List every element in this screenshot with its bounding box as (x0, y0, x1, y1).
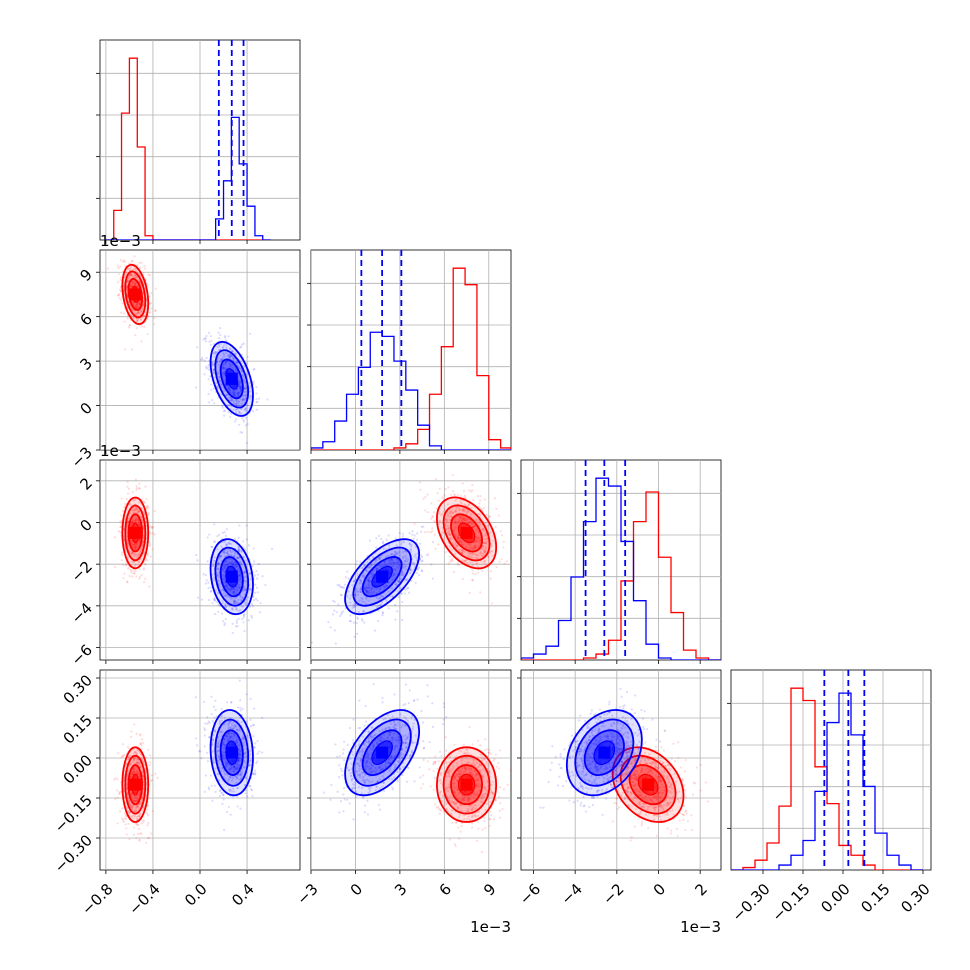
x-tick-label: 2 (691, 880, 710, 899)
panel-frame (310, 249, 512, 451)
y-tick-label: −2 (68, 557, 96, 585)
y-tick-label: 0.15 (60, 711, 96, 747)
x-tick-label: 0.4 (228, 880, 258, 910)
panel-1-0 (96, 249, 301, 454)
y-offset-label: 1e−3 (100, 232, 141, 250)
y-tick-label: 9 (77, 266, 96, 285)
panel-1-1 (307, 249, 512, 454)
y-tick-label: 0 (77, 399, 96, 418)
density-peak (376, 746, 389, 759)
x-tick-label: −0.30 (729, 880, 774, 925)
x-tick-label: 0 (650, 880, 669, 899)
panel-3-1 (307, 669, 512, 874)
histogram-series_b (731, 692, 923, 870)
y-tick-label: −0.15 (51, 791, 96, 836)
y-tick-label: −4 (68, 599, 96, 627)
y-tick-label: 0.30 (60, 671, 96, 707)
y-offset-label: 1e−3 (100, 442, 141, 460)
panel-2-2 (517, 459, 722, 664)
panel-0-0 (96, 39, 301, 244)
x-tick-label: −2 (599, 880, 627, 908)
y-tick-label: 6 (77, 310, 96, 329)
density-peak (642, 778, 655, 791)
x-tick-label: 9 (480, 880, 499, 899)
x-offset-label: 1e−3 (680, 918, 721, 936)
x-tick-label: 0.00 (817, 880, 853, 916)
density-peak (225, 372, 238, 385)
x-tick-label: −0.4 (125, 880, 163, 918)
x-tick-label: −0.15 (769, 880, 814, 925)
x-tick-label: −6 (516, 880, 544, 908)
y-tick-label: −3 (68, 443, 96, 471)
panel-3-2 (517, 669, 722, 874)
x-tick-label: 6 (436, 880, 455, 899)
density-peak (129, 778, 142, 791)
x-tick-label: −4 (558, 880, 586, 908)
density-peak (598, 746, 611, 759)
histogram-series_b (311, 331, 511, 450)
x-tick-label: 0.0 (181, 880, 211, 910)
density-peak (225, 570, 238, 583)
histogram-series_a (731, 687, 923, 870)
y-tick-label: 2 (77, 474, 96, 493)
panel-3-0 (96, 669, 301, 874)
x-tick-label: −3 (293, 880, 321, 908)
y-tick-label: 0 (77, 516, 96, 535)
x-tick-label: −0.8 (78, 880, 116, 918)
density-peak (376, 570, 389, 583)
panel-frame (730, 669, 932, 871)
y-tick-label: 0.00 (60, 751, 96, 787)
x-tick-label: 0 (347, 880, 366, 899)
density-peak (225, 746, 238, 759)
panel-2-1 (307, 459, 512, 664)
panel-3-3 (727, 669, 932, 874)
histogram-series_a (311, 267, 511, 450)
y-tick-label: 3 (77, 354, 96, 373)
histogram-series_b (521, 477, 721, 660)
y-tick-label: −6 (68, 641, 96, 669)
density-peak (460, 778, 473, 791)
panel-2-0 (96, 459, 301, 664)
x-tick-label: 0.30 (897, 880, 933, 916)
density-peak (129, 288, 142, 301)
density-peak (460, 526, 473, 539)
density-peak (129, 526, 142, 539)
histogram-series_a (105, 57, 271, 240)
x-tick-label: 3 (391, 880, 410, 899)
y-tick-label: −0.30 (51, 831, 96, 876)
x-tick-label: 0.15 (857, 880, 893, 916)
histogram-series_b (105, 116, 271, 240)
x-offset-label: 1e−3 (470, 918, 511, 936)
